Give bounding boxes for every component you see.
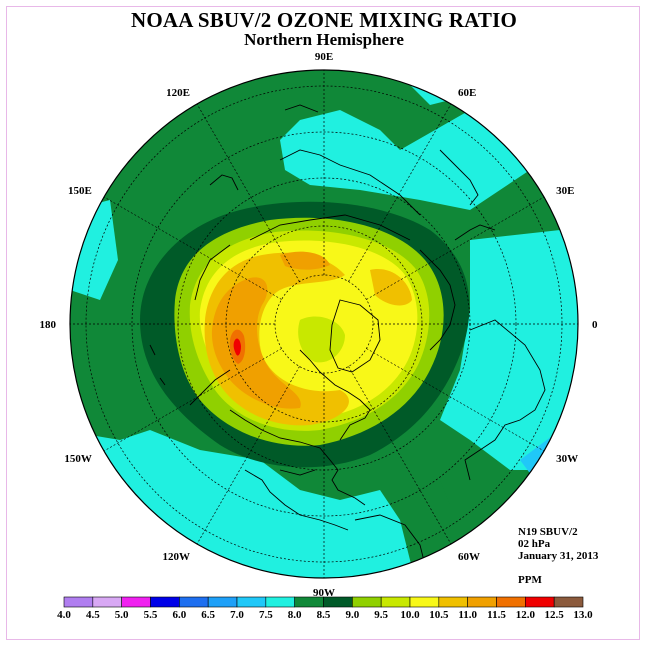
date-label: January 31, 2013 [518,550,599,562]
longitude-label-120w: 120W [163,551,191,563]
pressure-level-label: 02 hPa [518,538,551,550]
colorbar-swatch-5 [207,596,238,608]
coastline-alaska [189,369,231,406]
contour-10-5-east [370,269,412,306]
colorbar-tick-4-0: 4.0 [57,609,71,621]
colorbar-tick-12-5: 12.5 [545,609,565,621]
longitude-label-0: 0 [592,319,598,331]
coastline-europe [419,224,496,351]
longitude-label-30e: 30E [556,185,574,197]
colorbar-tick-6-0: 6.0 [172,609,186,621]
coastline-central-america [244,469,349,531]
longitude-label-90w: 90W [313,587,335,599]
coastline-greenland [329,299,381,373]
colorbar-swatch-8 [294,596,324,608]
coastline-africa [464,319,546,481]
colorbar-tick-8-5: 8.5 [317,609,331,621]
colorbar-swatch-13 [438,596,468,608]
colorbar-swatch-6 [236,596,267,608]
colorbar-swatch-3 [150,596,180,608]
colorbar: 4.0 4.5 5.0 5.5 6.0 6.5 7.0 7.5 8.0 8.5 9.0 9.5 10.0… [57,596,593,621]
map-title: NOAA SBUV/2 OZONE MIXING RATIO [131,8,517,32]
colorbar-tick-10-5: 10.5 [429,609,449,621]
longitude-label-90e: 90E [315,51,333,63]
contour-8-0-blob-atlantic [440,470,490,505]
colorbar-swatch-4 [179,596,209,608]
longitude-label-150e: 150E [68,185,92,197]
colorbar-tick-8-0: 8.0 [288,609,302,621]
colorbar-swatch-16 [525,596,555,608]
contour-11-0 [211,277,301,409]
colorbar-tick-7-0: 7.0 [230,609,244,621]
longitude-label-180: 180 [40,319,57,331]
longitude-label-60w: 60W [458,551,480,563]
units-label: PPM [518,574,542,586]
colorbar-swatch-7 [265,596,295,608]
colorbar-swatch-15 [496,596,526,608]
map-subtitle: Northern Hemisphere [244,30,404,49]
coastlines [149,104,546,578]
coastline-japan [209,174,239,191]
colorbar-swatch-12 [409,596,440,608]
colorbar-tick-4-5: 4.5 [86,609,100,621]
longitude-label-60e: 60E [458,87,476,99]
longitude-label-120e: 120E [166,87,190,99]
colorbar-tick-9-5: 9.5 [374,609,388,621]
colorbar-tick-11-0: 11.0 [458,609,477,621]
contour-12-0 [233,338,241,356]
colorbar-tick-11-5: 11.5 [487,609,506,621]
colorbar-tick-12-0: 12.0 [516,609,536,621]
colorbar-swatch-11 [380,596,411,608]
contour-9-5-pole [298,316,345,363]
colorbar-swatch-2 [121,596,151,608]
coastline-islands [149,104,319,386]
colorbar-swatch-9 [323,596,353,608]
instrument-label: N19 SBUV/2 [518,526,578,538]
colorbar-swatch-17 [553,596,584,608]
colorbar-tick-10-0: 10.0 [400,609,420,621]
longitude-label-150w: 150W [64,453,92,465]
colorbar-swatch-0 [63,596,94,608]
colorbar-tick-5-0: 5.0 [115,609,129,621]
colorbar-tick-5-5: 5.5 [144,609,158,621]
colorbar-swatch-1 [92,596,122,608]
colorbar-tick-6-5: 6.5 [201,609,215,621]
contour-7-5-gulf [210,470,280,520]
ozone-field [70,70,578,578]
figure-frame [6,6,640,640]
coastline-north-america [229,349,371,506]
colorbar-swatch-14 [467,596,497,608]
colorbar-tick-7-5: 7.5 [259,609,273,621]
graticule [70,70,578,578]
map-boundary [69,69,579,579]
longitude-labels: 90E 60E 30E 0 30W 60W 90W 120W 150W 180 150E 120E [40,51,599,599]
colorbar-swatch-10 [352,596,382,608]
contour-11-0-north [280,251,330,270]
colorbar-tick-9-0: 9.0 [345,609,359,621]
contour-7-5-atlantic [440,230,578,470]
coastline-asia [194,149,421,301]
longitude-label-30w: 30W [556,453,578,465]
coastline-india [439,149,479,206]
colorbar-tick-13-0: 13.0 [573,609,593,621]
latitude-circle-50 [131,131,517,517]
